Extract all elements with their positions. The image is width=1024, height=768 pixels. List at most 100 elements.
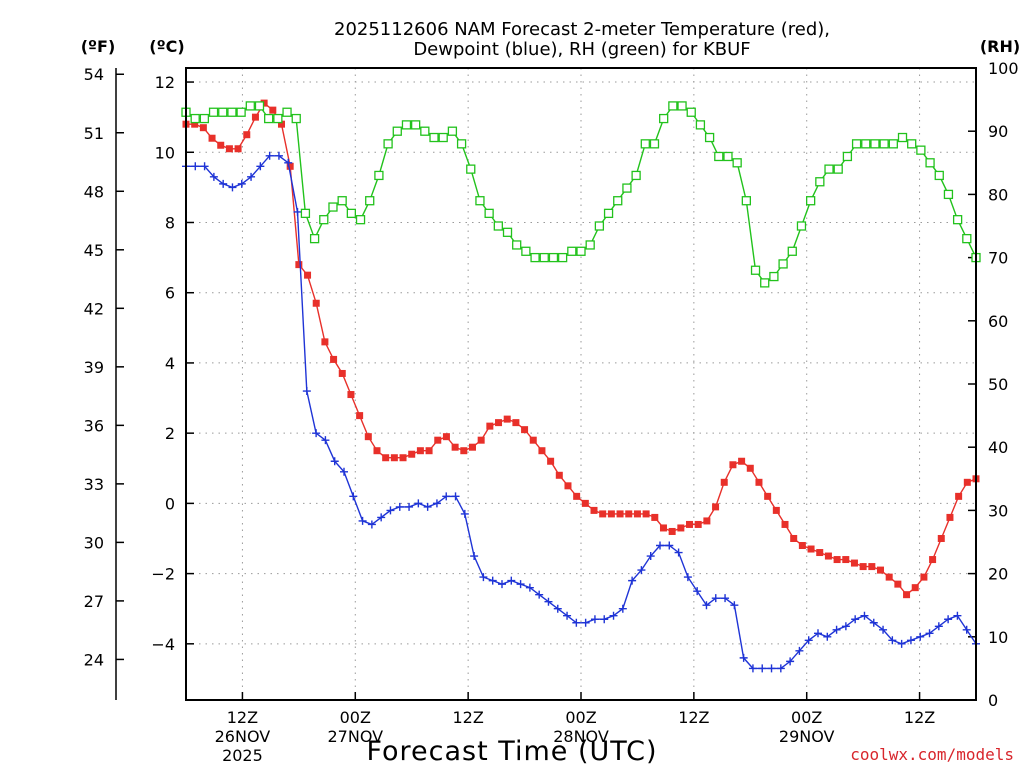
fahrenheit-tick-label: 33 <box>84 475 104 494</box>
dewpoint-point <box>321 436 330 445</box>
credit-text: coolwx.com/models <box>850 745 1014 764</box>
rh-point <box>429 132 439 143</box>
temperature-point <box>356 412 364 420</box>
temperature-point <box>694 520 702 528</box>
rh-point <box>833 164 843 174</box>
temperature-point <box>347 391 355 399</box>
rh-tick-label: 100 <box>988 59 1019 78</box>
temperature-point <box>416 447 424 455</box>
dewpoint-point <box>563 611 572 620</box>
temperature-point <box>399 454 407 462</box>
rh-point <box>888 139 898 149</box>
temperature-point <box>686 520 694 528</box>
axes: 121086420−2−4545148454239363330272410090… <box>84 59 1019 765</box>
chart-title-line1: 2025112606 NAM Forecast 2-meter Temperat… <box>334 19 830 40</box>
temperature-point <box>547 457 555 465</box>
rh-point <box>401 120 412 130</box>
rh-point <box>851 139 862 149</box>
rh-point <box>484 208 494 219</box>
dewpoint-point <box>869 618 878 627</box>
dewpoint-point <box>665 541 674 550</box>
temperature-point <box>495 419 503 427</box>
rh-point <box>199 113 210 124</box>
temperature-point <box>616 510 624 518</box>
dewpoint-point <box>814 629 822 638</box>
fahrenheit-tick-label: 48 <box>84 182 104 201</box>
fahrenheit-tick-label: 51 <box>84 124 104 143</box>
rh-unit-label: (RH) <box>980 37 1020 56</box>
rh-point <box>300 208 311 219</box>
temperature-point <box>850 559 858 567</box>
temperature-point <box>208 134 216 142</box>
rh-point <box>420 126 430 136</box>
time-tick-label: 12Z <box>904 708 935 727</box>
rh-point <box>530 252 540 263</box>
temperature-point <box>859 563 867 571</box>
temperature-point <box>538 447 546 455</box>
celsius-tick-label: −4 <box>151 635 175 654</box>
rh-point <box>695 120 706 130</box>
rh-point <box>962 233 972 244</box>
temperature-point <box>451 443 459 451</box>
temperature-point <box>755 478 763 486</box>
rh-point <box>383 139 393 149</box>
temperature-point <box>798 542 806 550</box>
temperature-point <box>390 454 398 462</box>
time-tick-label: 12Z <box>227 708 258 727</box>
temperature-point <box>955 492 963 500</box>
chart-title-line2: Dewpoint (blue), RH (green) for KBUF <box>413 39 750 60</box>
temperature-point <box>225 145 233 153</box>
dewpoint-point <box>209 172 218 181</box>
rh-tick-label: 90 <box>988 122 1008 141</box>
dewpoint-point <box>897 639 906 648</box>
dewpoint-point <box>432 499 441 508</box>
dewpoint-point <box>823 632 832 641</box>
rh-point <box>842 151 853 162</box>
dewpoint-point <box>470 552 479 561</box>
rh-point <box>337 196 347 206</box>
temperature-point <box>512 419 520 427</box>
dewpoint-point <box>302 387 311 396</box>
temperature-point <box>434 436 442 444</box>
rh-tick-label: 0 <box>988 691 998 710</box>
time-tick-label: 00Z <box>340 708 371 727</box>
temperature-point <box>199 124 207 132</box>
dewpoint-point <box>925 629 934 638</box>
temperature-point <box>842 556 850 564</box>
temperature-point <box>738 457 746 465</box>
dewpoint-point <box>395 502 404 511</box>
rh-tick-label: 80 <box>988 185 1008 204</box>
celsius-tick-label: 8 <box>165 213 175 232</box>
rh-tick-label: 70 <box>988 249 1008 268</box>
temperature-point <box>460 447 468 455</box>
fahrenheit-unit-label: (ºF) <box>81 37 116 56</box>
celsius-tick-label: 6 <box>165 284 175 303</box>
dewpoint-point <box>442 492 451 501</box>
dewpoint-point <box>340 467 348 476</box>
rh-point <box>309 233 320 244</box>
dewpoint-point <box>683 573 692 582</box>
celsius-tick-label: −2 <box>151 565 175 584</box>
temperature-point <box>963 478 971 486</box>
rh-point <box>686 107 696 117</box>
temperature-point <box>772 506 780 514</box>
temperature-point <box>781 520 789 528</box>
time-date-label: 26NOV <box>215 727 271 746</box>
temperature-point <box>477 436 485 444</box>
rh-point <box>659 113 669 124</box>
temperature-point <box>633 510 641 518</box>
temperature-point <box>816 549 824 557</box>
temperature-point <box>790 534 798 542</box>
temperature-point <box>720 478 728 486</box>
dewpoint-point <box>851 615 860 624</box>
rh-point <box>870 139 880 149</box>
dewpoint-point <box>237 179 246 188</box>
rh-point <box>952 215 963 225</box>
dewpoint-point <box>349 492 358 501</box>
rh-point <box>668 101 678 111</box>
rh-point <box>576 246 586 256</box>
dewpoint-point <box>414 499 423 508</box>
rh-point <box>879 139 889 149</box>
fahrenheit-tick-label: 39 <box>84 358 104 377</box>
